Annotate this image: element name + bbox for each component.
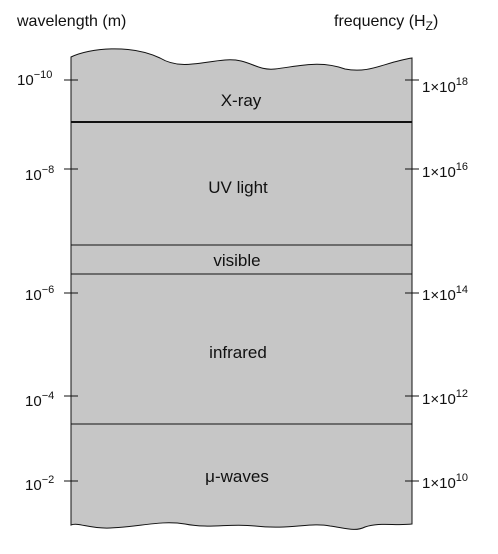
frequency-label-3-base: 1×10 [422, 287, 456, 304]
frequency-label-2-exp: 16 [456, 161, 468, 173]
band-label-infrared: infrared [209, 343, 267, 362]
frequency-label-5-base: 1×10 [422, 475, 456, 492]
band-label-xray: X-ray [221, 91, 262, 110]
wavelength-label-2-base: 10 [25, 167, 42, 184]
band-label-uv-light: UV light [208, 178, 268, 197]
frequency-label-2: 1×1016 [422, 161, 468, 181]
frequency-label-4-exp: 12 [456, 388, 468, 400]
wavelength-label-1: 10−10 [17, 69, 52, 89]
wavelength-label-5-base: 10 [25, 477, 42, 494]
wavelength-label-1-base: 10 [17, 72, 34, 89]
frequency-label-2-base: 1×10 [422, 164, 456, 181]
band-label-visible: visible [213, 251, 260, 270]
band-label-microwaves: μ-waves [205, 467, 269, 486]
wavelength-label-3: 10−6 [25, 284, 54, 304]
wavelength-label-5-exp: −2 [42, 474, 55, 486]
wavelength-label-4-exp: −4 [42, 390, 55, 402]
frequency-axis-title: frequency (HZ) [334, 13, 438, 33]
frequency-label-4-base: 1×10 [422, 391, 456, 408]
spectrum-column [70, 48, 413, 530]
wavelength-label-4: 10−4 [25, 390, 54, 410]
wavelength-label-2-exp: −8 [42, 164, 55, 176]
frequency-label-4: 1×1012 [422, 388, 468, 408]
frequency-label-5-exp: 10 [456, 472, 468, 484]
frequency-label-3-exp: 14 [456, 284, 468, 296]
frequency-title-close: ) [432, 13, 439, 30]
wavelength-label-3-exp: −6 [42, 284, 55, 296]
wavelength-label-2: 10−8 [25, 164, 54, 184]
wavelength-axis-title: wavelength (m) [17, 13, 127, 30]
wavelength-label-5: 10−2 [25, 474, 54, 494]
wavelength-label-4-base: 10 [25, 393, 42, 410]
frequency-label-1: 1×1018 [422, 76, 468, 96]
frequency-title-main: frequency (H [334, 13, 426, 30]
frequency-label-1-exp: 18 [456, 76, 468, 88]
wavelength-label-3-base: 10 [25, 287, 42, 304]
frequency-label-3: 1×1014 [422, 284, 468, 304]
wavelength-label-1-exp: −10 [34, 69, 53, 81]
frequency-title-subscript: Z [425, 19, 433, 33]
frequency-label-1-base: 1×10 [422, 79, 456, 96]
frequency-label-5: 1×1010 [422, 472, 468, 492]
